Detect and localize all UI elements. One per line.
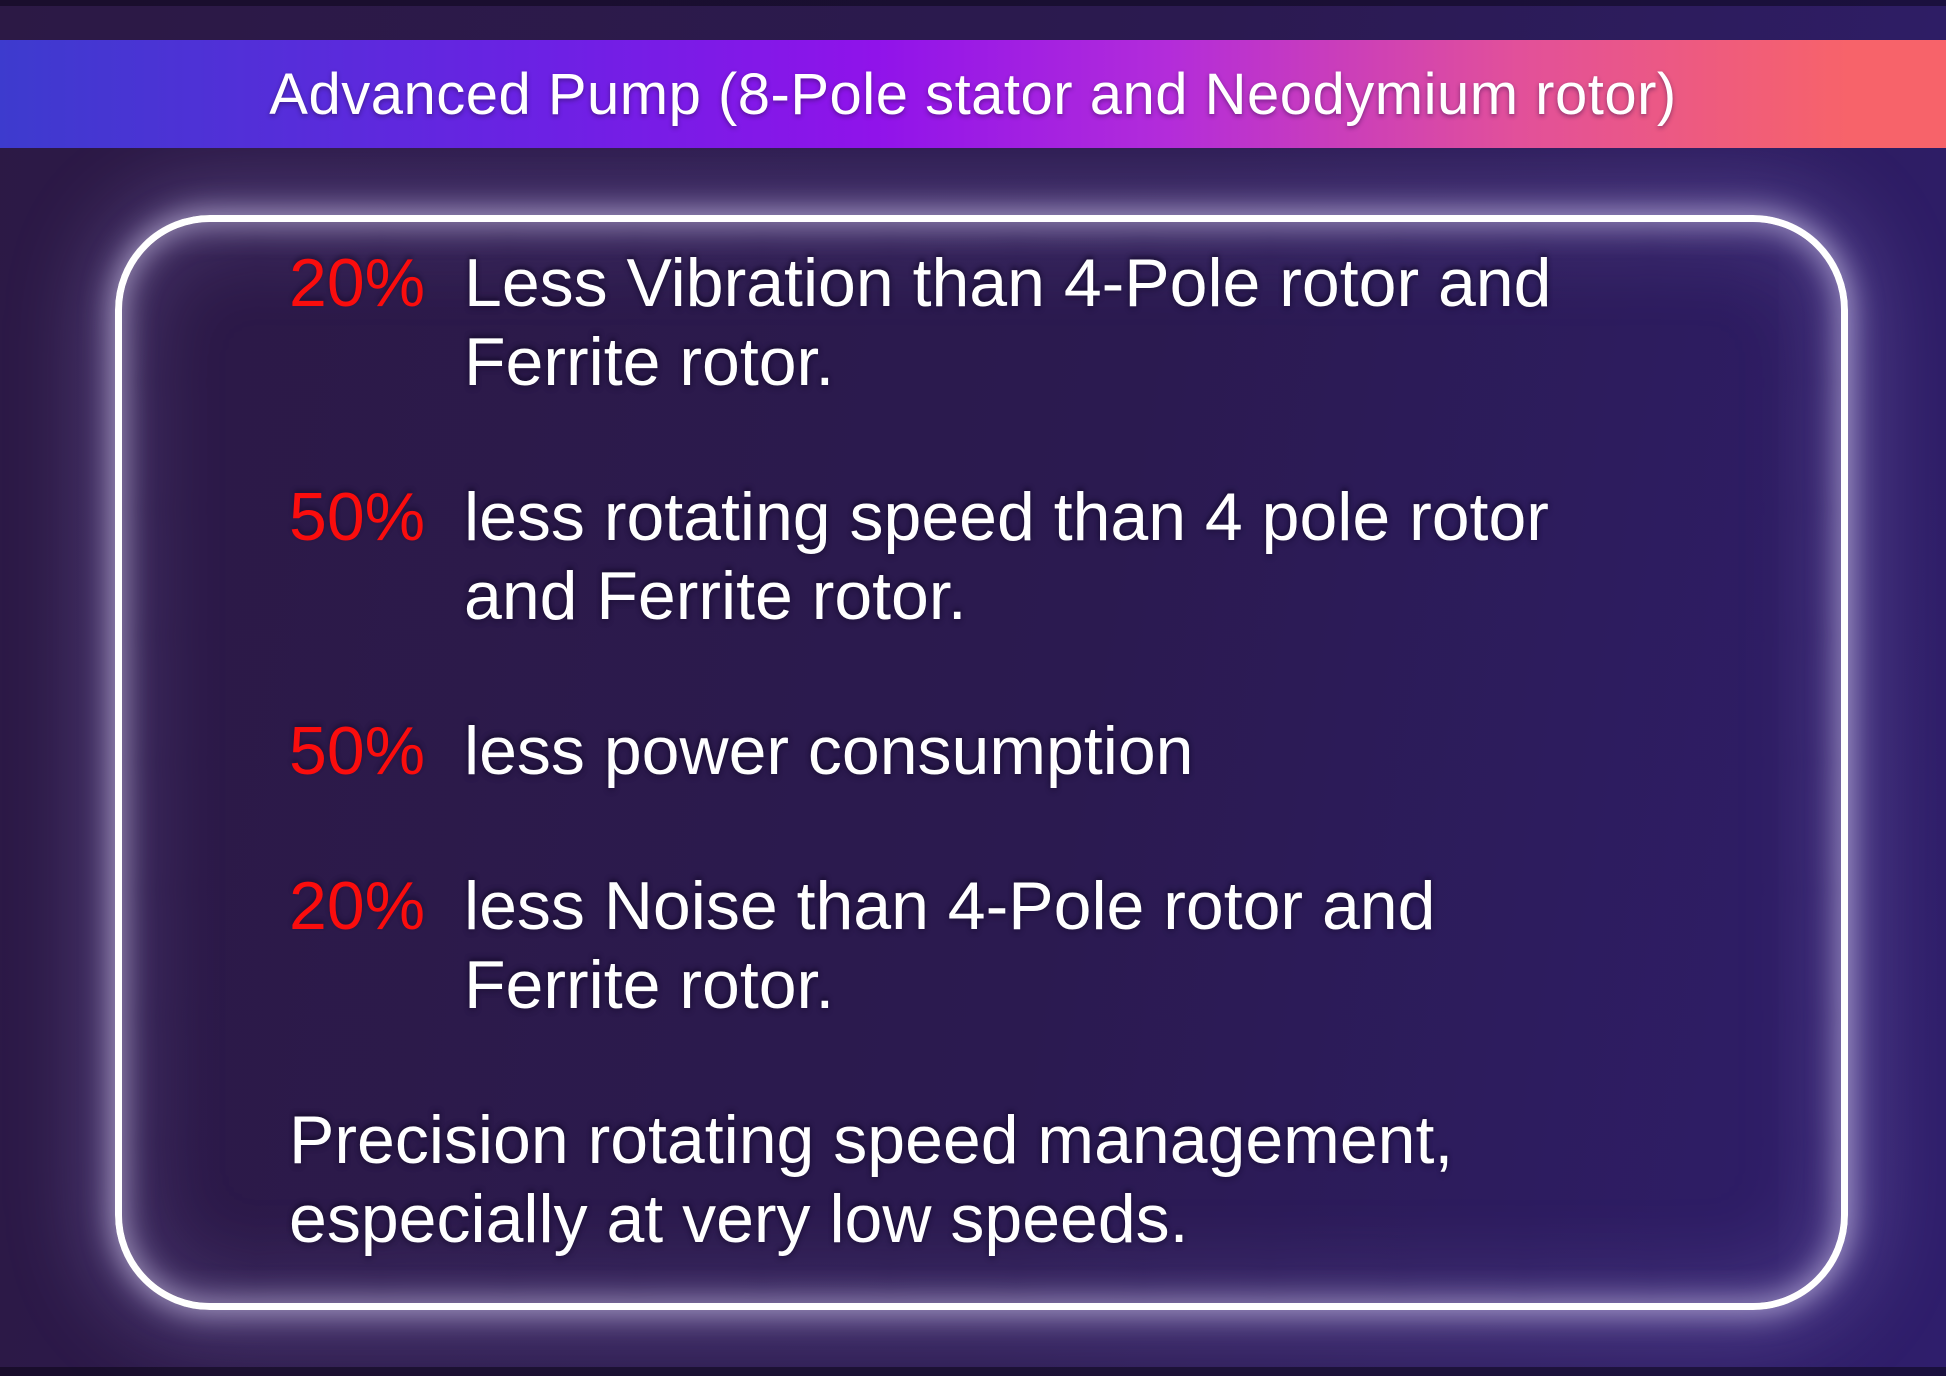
title-bar: Advanced Pump (8-Pole stator and Neodymi… xyxy=(0,40,1946,148)
feature-item-noise: 20% less Noise than 4-Pole rotor and Fer… xyxy=(289,867,1741,1025)
feature-line: Ferrite rotor. xyxy=(464,947,835,1023)
top-edge-strip xyxy=(0,0,1946,6)
percent-value: 50% xyxy=(289,713,426,789)
feature-line: Precision rotating speed management, xyxy=(289,1102,1454,1178)
feature-item-vibration: 20% Less Vibration than 4-Pole rotor and… xyxy=(289,244,1741,402)
percent-value: 20% xyxy=(289,868,426,944)
feature-line: less rotating speed than 4 pole rotor xyxy=(464,479,1549,555)
feature-text: Less Vibration than 4-Pole rotor and Fer… xyxy=(464,244,1741,402)
slide-title: Advanced Pump (8-Pole stator and Neodymi… xyxy=(269,61,1677,127)
bottom-edge-strip xyxy=(0,1367,1946,1376)
percent-value: 50% xyxy=(289,479,426,555)
feature-text: less power consumption xyxy=(464,712,1741,791)
feature-box: 20% Less Vibration than 4-Pole rotor and… xyxy=(115,215,1848,1310)
percent-value: 20% xyxy=(289,245,426,321)
feature-line: and Ferrite rotor. xyxy=(464,558,967,634)
feature-line: Ferrite rotor. xyxy=(464,324,835,400)
feature-item-precision-management: Precision rotating speed management, esp… xyxy=(289,1101,1741,1259)
feature-text: less Noise than 4-Pole rotor and Ferrite… xyxy=(464,867,1741,1025)
feature-line: especially at very low speeds. xyxy=(289,1181,1189,1257)
feature-text: Precision rotating speed management, esp… xyxy=(289,1101,1741,1259)
feature-text: less rotating speed than 4 pole rotor an… xyxy=(464,478,1741,636)
feature-line: less Noise than 4-Pole rotor and xyxy=(464,868,1436,944)
feature-item-rotating-speed: 50% less rotating speed than 4 pole roto… xyxy=(289,478,1741,636)
feature-line: Less Vibration than 4-Pole rotor and xyxy=(464,245,1552,321)
feature-line: less power consumption xyxy=(464,713,1194,789)
feature-item-power-consumption: 50% less power consumption xyxy=(289,712,1741,791)
